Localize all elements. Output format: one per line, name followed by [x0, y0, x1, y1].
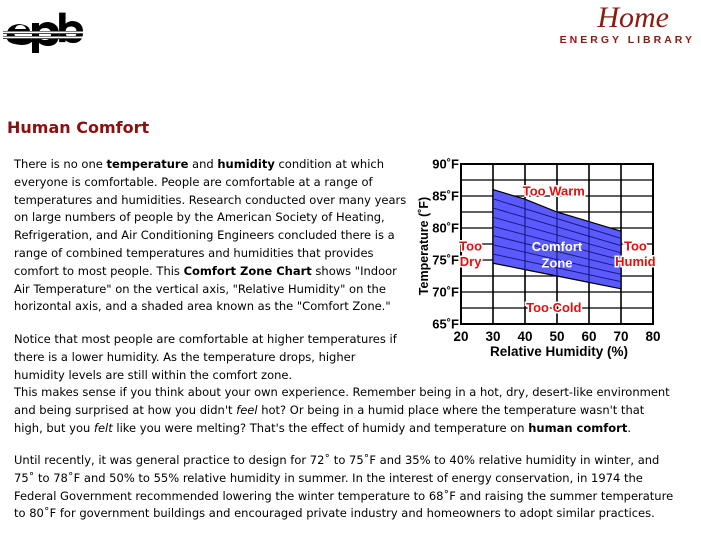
- epb-logo-text: epb: [3, 9, 5, 10]
- text-segment: .: [627, 420, 631, 435]
- text-segment: felt: [93, 420, 113, 435]
- comfort-explanation-paragraph: Notice that most people are comfortable …: [14, 331, 674, 438]
- chart-annotation: Too: [459, 238, 482, 253]
- brand-title: Home: [597, 1, 669, 34]
- design-practice-paragraph: Until recently, it was general practice …: [14, 452, 674, 523]
- comfort-explanation-text: This makes sense if you think about your…: [14, 385, 670, 435]
- x-tick-label: 40: [517, 329, 532, 344]
- x-tick-label: 60: [581, 329, 596, 344]
- chart-annotation: Zone: [541, 256, 572, 271]
- text-segment: humidity: [217, 157, 275, 171]
- chart-annotation: Too: [624, 238, 647, 253]
- y-tick-label: 75˚F: [432, 253, 459, 268]
- text-segment: like you were melting? That's the effect…: [112, 420, 529, 435]
- text-segment: condition at which everyone is comfortab…: [14, 157, 407, 278]
- comfort-zone: [492, 188, 622, 290]
- x-axis-ticks: 20 30 40 50 60 70 80: [453, 329, 660, 344]
- epb-logo-mark: [3, 12, 83, 53]
- text-segment: This makes sense if you think about your…: [14, 385, 670, 418]
- chart-annotation: Comfort: [532, 239, 583, 254]
- comfort-zone-chart: 90˚F85˚F80˚F75˚F70˚F65˚F 20 30 40 50 60 70 80 …: [417, 157, 661, 360]
- x-tick-label: 80: [645, 329, 660, 344]
- comfort-explanation-wrapped-text: Notice that most people are comfortable …: [14, 332, 397, 382]
- x-axis-label: Relative Humidity (%): [490, 344, 628, 359]
- epb-logo: epb: [3, 9, 83, 53]
- y-tick-label: 70˚F: [432, 285, 459, 300]
- y-tick-label: 85˚F: [432, 189, 459, 204]
- brand-subtitle: ENERGY LIBRARY: [559, 34, 695, 46]
- intro-paragraph: There is no one temperature and humidity…: [14, 156, 412, 316]
- chart-annotation: Too Warm: [523, 183, 585, 198]
- chart-annotation: Humid: [615, 254, 656, 269]
- y-tick-label: 65˚F: [432, 317, 459, 332]
- text-segment: temperature: [106, 157, 189, 171]
- y-axis-label: Temperature (˚F): [417, 197, 431, 295]
- text-segment: hot? Or being in a humid place where the…: [14, 403, 645, 435]
- y-tick-label: 80˚F: [432, 221, 459, 236]
- y-axis-ticks: 90˚F 85˚F 80˚F 75˚F 70˚F 65˚F: [432, 157, 459, 332]
- x-tick-label: 20: [453, 329, 468, 344]
- text-segment: Comfort Zone Chart: [183, 263, 312, 278]
- text-segment: human comfort: [528, 420, 628, 435]
- text-segment: There is no one: [14, 157, 107, 171]
- text-segment: Until recently, it was general practice …: [14, 453, 674, 521]
- chart-annotation: Dry: [460, 254, 482, 269]
- text-segment: shows "Indoor Air Temperature" on the ve…: [14, 263, 397, 314]
- x-tick-label: 70: [613, 329, 628, 344]
- x-tick-label: 50: [549, 329, 564, 344]
- text-segment: feel: [236, 403, 258, 418]
- y-tick-label: 90˚F: [432, 157, 459, 172]
- energy-library-brand[interactable]: Home ENERGY LIBRARY: [559, 1, 695, 47]
- page-title: Human Comfort: [7, 118, 150, 137]
- x-tick-label: 30: [485, 329, 500, 344]
- chart-annotation: Too Cold: [526, 300, 581, 315]
- text-segment: and: [188, 157, 218, 171]
